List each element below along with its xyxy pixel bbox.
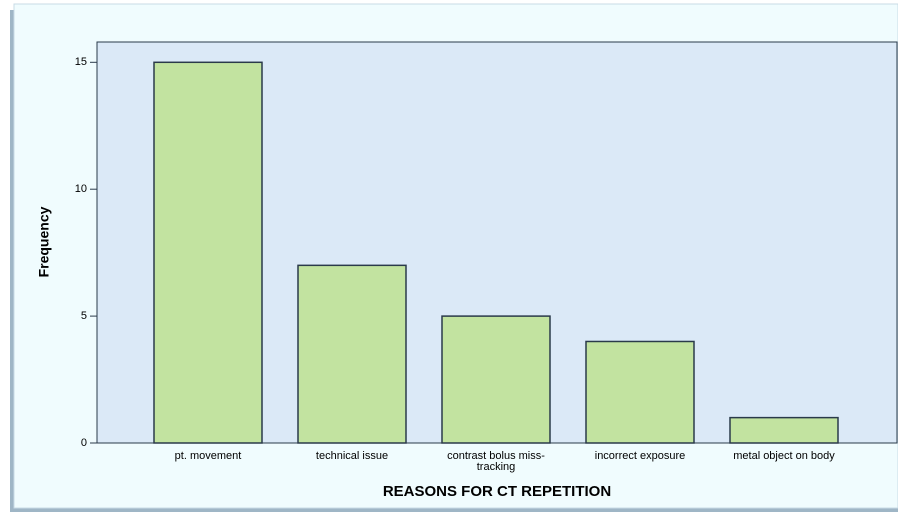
y-axis-label: Frequency (36, 206, 52, 277)
y-tick-label: 15 (75, 56, 87, 68)
y-tick-label: 0 (81, 437, 87, 449)
x-axis-label: REASONS FOR CT REPETITION (383, 483, 611, 500)
x-tick-label-box: technical issue (315, 451, 389, 462)
x-tick-label: metal object on body (733, 451, 835, 462)
bar (297, 264, 407, 444)
x-tick-label-box: metal object on body (733, 451, 835, 462)
bar (441, 315, 551, 444)
y-tick-label: 10 (75, 183, 87, 195)
x-tick-label: incorrect exposure (594, 451, 686, 462)
bar (153, 61, 263, 444)
x-tick-label: pt. movement (174, 451, 242, 462)
x-tick-label-box: contrast bolus miss-tracking (447, 451, 545, 473)
x-tick-label: contrast bolus miss-tracking (447, 451, 545, 473)
bar (729, 416, 839, 444)
y-tick-label: 5 (81, 310, 87, 322)
bar (585, 340, 695, 444)
x-tick-label-box: incorrect exposure (594, 451, 686, 462)
x-tick-label: technical issue (315, 451, 389, 462)
x-tick-label-box: pt. movement (174, 451, 242, 462)
